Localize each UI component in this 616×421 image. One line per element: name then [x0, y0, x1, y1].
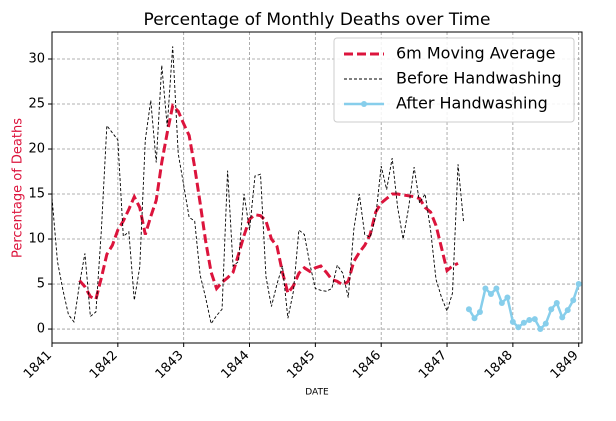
y-tick-label: 0 [37, 322, 45, 337]
x-tick-label: 1847 [416, 348, 450, 382]
y-tick-label: 5 [37, 277, 45, 292]
y-tick-label: 30 [28, 52, 45, 67]
data-point [482, 285, 489, 292]
data-point [520, 319, 527, 326]
x-tick-label: 1842 [87, 348, 121, 382]
x-tick-label: 1844 [219, 348, 253, 382]
x-tick-label: 1843 [153, 348, 187, 382]
data-point [537, 326, 544, 333]
x-tick-label: 1849 [548, 348, 582, 382]
y-tick-label: 20 [28, 142, 45, 157]
data-point [515, 324, 522, 331]
data-point [553, 299, 560, 306]
series-line [78, 102, 459, 302]
y-axis-label: Percentage of Deaths [11, 118, 26, 258]
plot-frame [51, 31, 583, 344]
legend-box [333, 37, 575, 123]
data-point [570, 297, 577, 304]
data-point [531, 316, 538, 323]
data-point [575, 281, 582, 288]
series-line [51, 46, 464, 325]
x-tick-label: 1841 [21, 348, 55, 382]
data-point [564, 307, 571, 314]
legend-marker [361, 101, 367, 107]
data-point [542, 320, 549, 327]
y-tick-label: 10 [28, 232, 45, 247]
data-point [526, 317, 533, 324]
legend-label: Before Handwashing [396, 69, 562, 88]
legend-label: 6m Moving Average [396, 44, 555, 63]
data-point [476, 308, 483, 315]
data-point [487, 290, 494, 297]
chart-title: Percentage of Monthly Deaths over Time [144, 10, 491, 30]
data-point [498, 299, 505, 306]
x-tick-label: 1846 [350, 348, 384, 382]
data-point [465, 306, 472, 313]
data-point [548, 306, 555, 313]
legend-label: After Handwashing [396, 94, 548, 113]
data-point [509, 318, 516, 325]
y-tick-label: 25 [28, 97, 45, 112]
y-tick-label: 15 [28, 187, 45, 202]
x-axis-label: DATE [305, 388, 329, 398]
data-point [493, 285, 500, 292]
data-point [471, 315, 478, 322]
data-point [504, 294, 511, 301]
data-point [559, 314, 566, 321]
x-tick-label: 1845 [284, 348, 318, 382]
x-tick-label: 1848 [482, 348, 516, 382]
